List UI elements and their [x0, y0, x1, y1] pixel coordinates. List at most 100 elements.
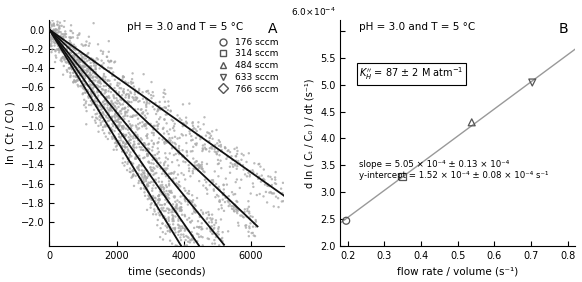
Point: [137, 175, 147, 179]
Point: [161, 105, 171, 110]
Point: [201, 133, 211, 138]
Point: [83, 83, 93, 88]
Point: [118, 149, 127, 154]
Point: [158, 183, 167, 187]
Point: [157, 206, 166, 211]
Point: [139, 171, 148, 176]
Point: [116, 120, 126, 125]
Point: [230, 204, 240, 208]
Point: [134, 181, 143, 185]
Point: [168, 241, 177, 246]
Point: [105, 66, 115, 70]
Point: [50, 37, 59, 42]
Point: [123, 160, 133, 164]
Point: [214, 225, 223, 230]
Point: [217, 237, 226, 241]
Point: [84, 67, 93, 71]
Point: [131, 155, 140, 160]
Point: [111, 112, 120, 117]
Point: [204, 237, 214, 241]
Point: [125, 132, 134, 137]
Point: [214, 194, 223, 199]
Point: [91, 75, 100, 79]
Point: [140, 122, 149, 127]
Point: [78, 74, 87, 79]
Point: [149, 141, 158, 146]
Point: [120, 110, 130, 114]
Point: [101, 97, 110, 102]
Point: [268, 191, 277, 196]
Point: [158, 127, 168, 131]
Point: [84, 79, 94, 84]
Point: [65, 57, 74, 62]
Point: [212, 193, 222, 197]
Point: [173, 158, 182, 162]
Point: [205, 149, 214, 154]
Point: [106, 126, 115, 131]
Point: [237, 151, 246, 156]
Point: [115, 117, 125, 121]
Point: [153, 198, 162, 202]
Point: [114, 115, 123, 120]
Point: [74, 32, 84, 37]
Point: [49, 21, 58, 26]
Point: [158, 106, 167, 111]
Point: [71, 68, 80, 73]
Point: [198, 146, 207, 151]
Point: [95, 77, 105, 82]
Point: [205, 131, 214, 136]
Point: [66, 45, 75, 49]
Point: [157, 180, 166, 184]
Point: [175, 209, 184, 213]
Point: [228, 158, 237, 162]
Point: [66, 59, 75, 63]
Point: [80, 43, 90, 48]
Point: [176, 184, 185, 189]
Point: [240, 210, 249, 214]
Point: [115, 141, 125, 146]
Point: [219, 182, 228, 187]
Point: [141, 149, 151, 153]
Point: [86, 90, 95, 94]
Point: [195, 215, 204, 219]
Point: [55, 20, 65, 25]
Point: [94, 93, 103, 98]
Point: [116, 128, 125, 132]
Point: [227, 154, 236, 158]
Text: pH = 3.0 and T = 5 °C: pH = 3.0 and T = 5 °C: [359, 22, 475, 32]
Point: [182, 141, 191, 145]
Point: [237, 177, 246, 182]
Point: [87, 90, 97, 94]
Point: [113, 142, 123, 146]
Point: [219, 209, 229, 213]
Point: [180, 214, 190, 219]
Point: [186, 149, 196, 154]
Point: [104, 94, 113, 98]
Point: [93, 116, 102, 121]
Point: [91, 115, 101, 120]
Point: [83, 66, 92, 71]
Point: [153, 124, 162, 128]
Point: [120, 145, 129, 149]
Point: [108, 114, 117, 119]
Point: [79, 70, 88, 74]
Point: [142, 134, 151, 138]
Point: [98, 111, 108, 116]
Point: [244, 230, 253, 234]
Point: [143, 182, 152, 187]
Point: [144, 160, 153, 164]
Point: [180, 228, 190, 233]
Point: [168, 119, 178, 123]
Point: [260, 178, 269, 182]
Point: [211, 182, 221, 186]
Point: [89, 60, 98, 65]
Point: [55, 34, 64, 39]
Point: [65, 61, 74, 65]
Y-axis label: d ln ( Cₜ / C₀ ) / dt (s⁻¹): d ln ( Cₜ / C₀ ) / dt (s⁻¹): [304, 78, 314, 188]
Point: [134, 167, 143, 172]
Point: [123, 88, 133, 92]
Point: [52, 47, 62, 52]
Point: [151, 153, 160, 157]
Point: [180, 197, 190, 202]
Point: [208, 241, 217, 246]
